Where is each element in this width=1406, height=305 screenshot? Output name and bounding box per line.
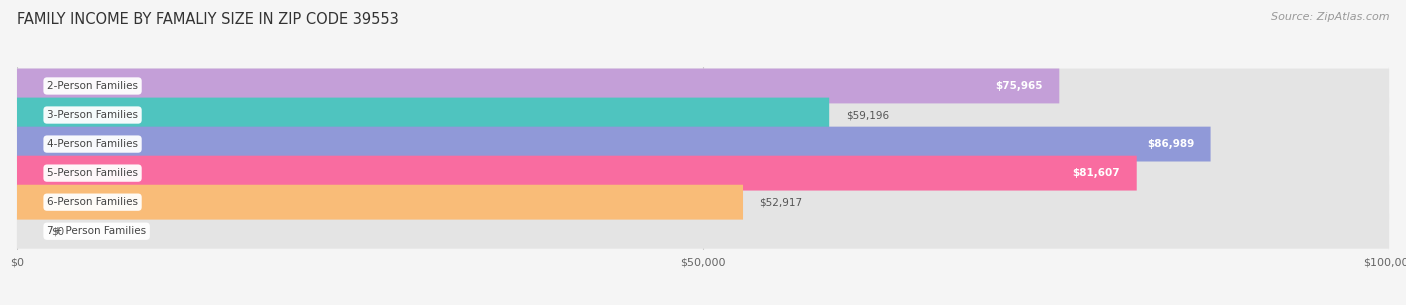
Text: $59,196: $59,196: [845, 110, 889, 120]
FancyBboxPatch shape: [17, 214, 1389, 249]
FancyBboxPatch shape: [17, 98, 830, 132]
FancyBboxPatch shape: [17, 156, 1136, 191]
Text: 7+ Person Families: 7+ Person Families: [46, 226, 146, 236]
FancyBboxPatch shape: [17, 127, 1211, 162]
FancyBboxPatch shape: [17, 127, 1389, 162]
Text: Source: ZipAtlas.com: Source: ZipAtlas.com: [1271, 12, 1389, 22]
FancyBboxPatch shape: [17, 69, 1059, 103]
Text: 3-Person Families: 3-Person Families: [46, 110, 138, 120]
FancyBboxPatch shape: [17, 98, 1389, 132]
Text: $86,989: $86,989: [1147, 139, 1194, 149]
FancyBboxPatch shape: [17, 69, 1389, 103]
Text: $0: $0: [51, 226, 65, 236]
Text: $52,917: $52,917: [759, 197, 803, 207]
Text: $81,607: $81,607: [1073, 168, 1121, 178]
Text: 4-Person Families: 4-Person Families: [46, 139, 138, 149]
Text: 5-Person Families: 5-Person Families: [46, 168, 138, 178]
FancyBboxPatch shape: [17, 185, 1389, 220]
Text: 2-Person Families: 2-Person Families: [46, 81, 138, 91]
Text: FAMILY INCOME BY FAMALIY SIZE IN ZIP CODE 39553: FAMILY INCOME BY FAMALIY SIZE IN ZIP COD…: [17, 12, 399, 27]
Text: 6-Person Families: 6-Person Families: [46, 197, 138, 207]
FancyBboxPatch shape: [17, 185, 742, 220]
FancyBboxPatch shape: [17, 156, 1389, 191]
Text: $75,965: $75,965: [995, 81, 1043, 91]
